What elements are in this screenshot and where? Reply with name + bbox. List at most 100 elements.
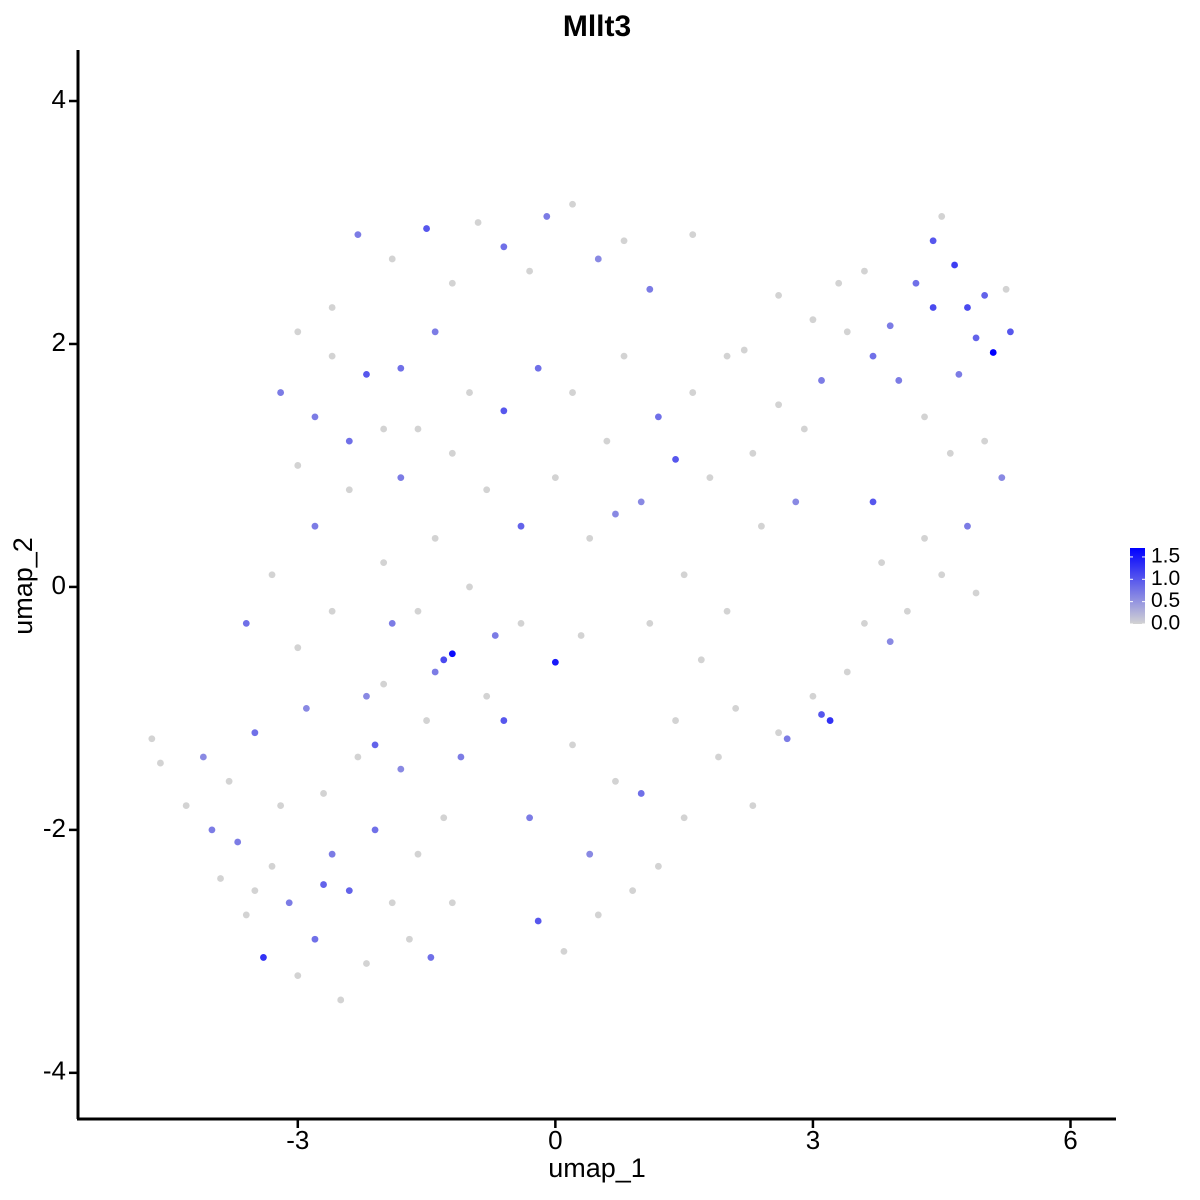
point [603, 437, 611, 445]
point [208, 826, 216, 834]
point [363, 960, 370, 967]
point [886, 322, 894, 330]
point [483, 486, 491, 494]
point [448, 899, 456, 907]
point [328, 352, 336, 360]
point [843, 668, 851, 676]
point [869, 498, 877, 506]
point [427, 954, 435, 961]
point [560, 947, 568, 955]
point [440, 814, 448, 822]
point [809, 316, 817, 324]
point [388, 899, 396, 907]
point [946, 449, 954, 457]
point [431, 534, 439, 542]
point [354, 753, 362, 761]
point [500, 407, 508, 415]
point [929, 237, 937, 245]
point [895, 377, 903, 384]
point [517, 619, 525, 627]
point [328, 607, 336, 615]
point [869, 352, 877, 360]
point [543, 213, 551, 220]
point [981, 291, 989, 299]
point [534, 917, 542, 925]
point [483, 692, 491, 700]
point [414, 607, 422, 615]
colorbar-tick-label: 0.0 [1151, 612, 1180, 635]
point [1006, 328, 1014, 336]
point [345, 437, 353, 445]
point [775, 729, 782, 737]
point [302, 705, 310, 712]
point [783, 735, 791, 743]
point [826, 717, 834, 724]
point [277, 389, 285, 396]
y-tick-label: 2 [52, 327, 66, 357]
point [586, 534, 594, 542]
point [448, 449, 456, 457]
point [569, 200, 576, 208]
point [294, 462, 302, 469]
point [397, 364, 405, 372]
point [654, 862, 662, 870]
point [457, 753, 465, 761]
point [792, 498, 800, 506]
y-tick-label: 0 [52, 570, 66, 600]
point [732, 705, 740, 712]
x-axis-label: umap_1 [548, 1153, 646, 1183]
point [951, 261, 958, 269]
point [388, 255, 396, 263]
point [260, 954, 267, 961]
point [1002, 285, 1010, 293]
point [594, 911, 602, 919]
point [311, 522, 319, 530]
point [749, 449, 757, 457]
point [294, 644, 302, 652]
point [723, 352, 731, 360]
point [448, 650, 456, 658]
y-axis-label: umap_2 [8, 537, 38, 635]
point [328, 850, 336, 858]
point [637, 790, 645, 797]
point [225, 777, 233, 785]
point [723, 607, 731, 615]
point [861, 619, 868, 627]
point [517, 522, 525, 530]
point [654, 413, 662, 421]
point [843, 328, 851, 336]
point [534, 364, 542, 372]
point [431, 328, 439, 336]
point [835, 279, 843, 287]
point [612, 510, 619, 518]
point [526, 267, 534, 275]
point [380, 425, 388, 433]
point [637, 498, 645, 506]
point [955, 370, 963, 378]
point [423, 225, 430, 232]
point [646, 619, 654, 627]
point [268, 571, 276, 579]
point [646, 285, 654, 293]
x-tick-label: 6 [1063, 1125, 1077, 1155]
point [818, 711, 825, 718]
point [569, 389, 576, 396]
point [989, 349, 997, 356]
point [594, 255, 602, 263]
point [620, 237, 628, 245]
point [337, 996, 345, 1004]
point [929, 304, 937, 311]
point [294, 972, 302, 980]
point [380, 680, 388, 688]
point [972, 589, 980, 597]
point [689, 231, 697, 239]
colorbar-tick-label: 0.5 [1151, 589, 1180, 612]
point [363, 692, 370, 700]
point [775, 401, 782, 409]
point [697, 656, 705, 664]
point [551, 658, 559, 666]
point [397, 474, 405, 481]
point [749, 802, 757, 809]
point [371, 741, 379, 749]
